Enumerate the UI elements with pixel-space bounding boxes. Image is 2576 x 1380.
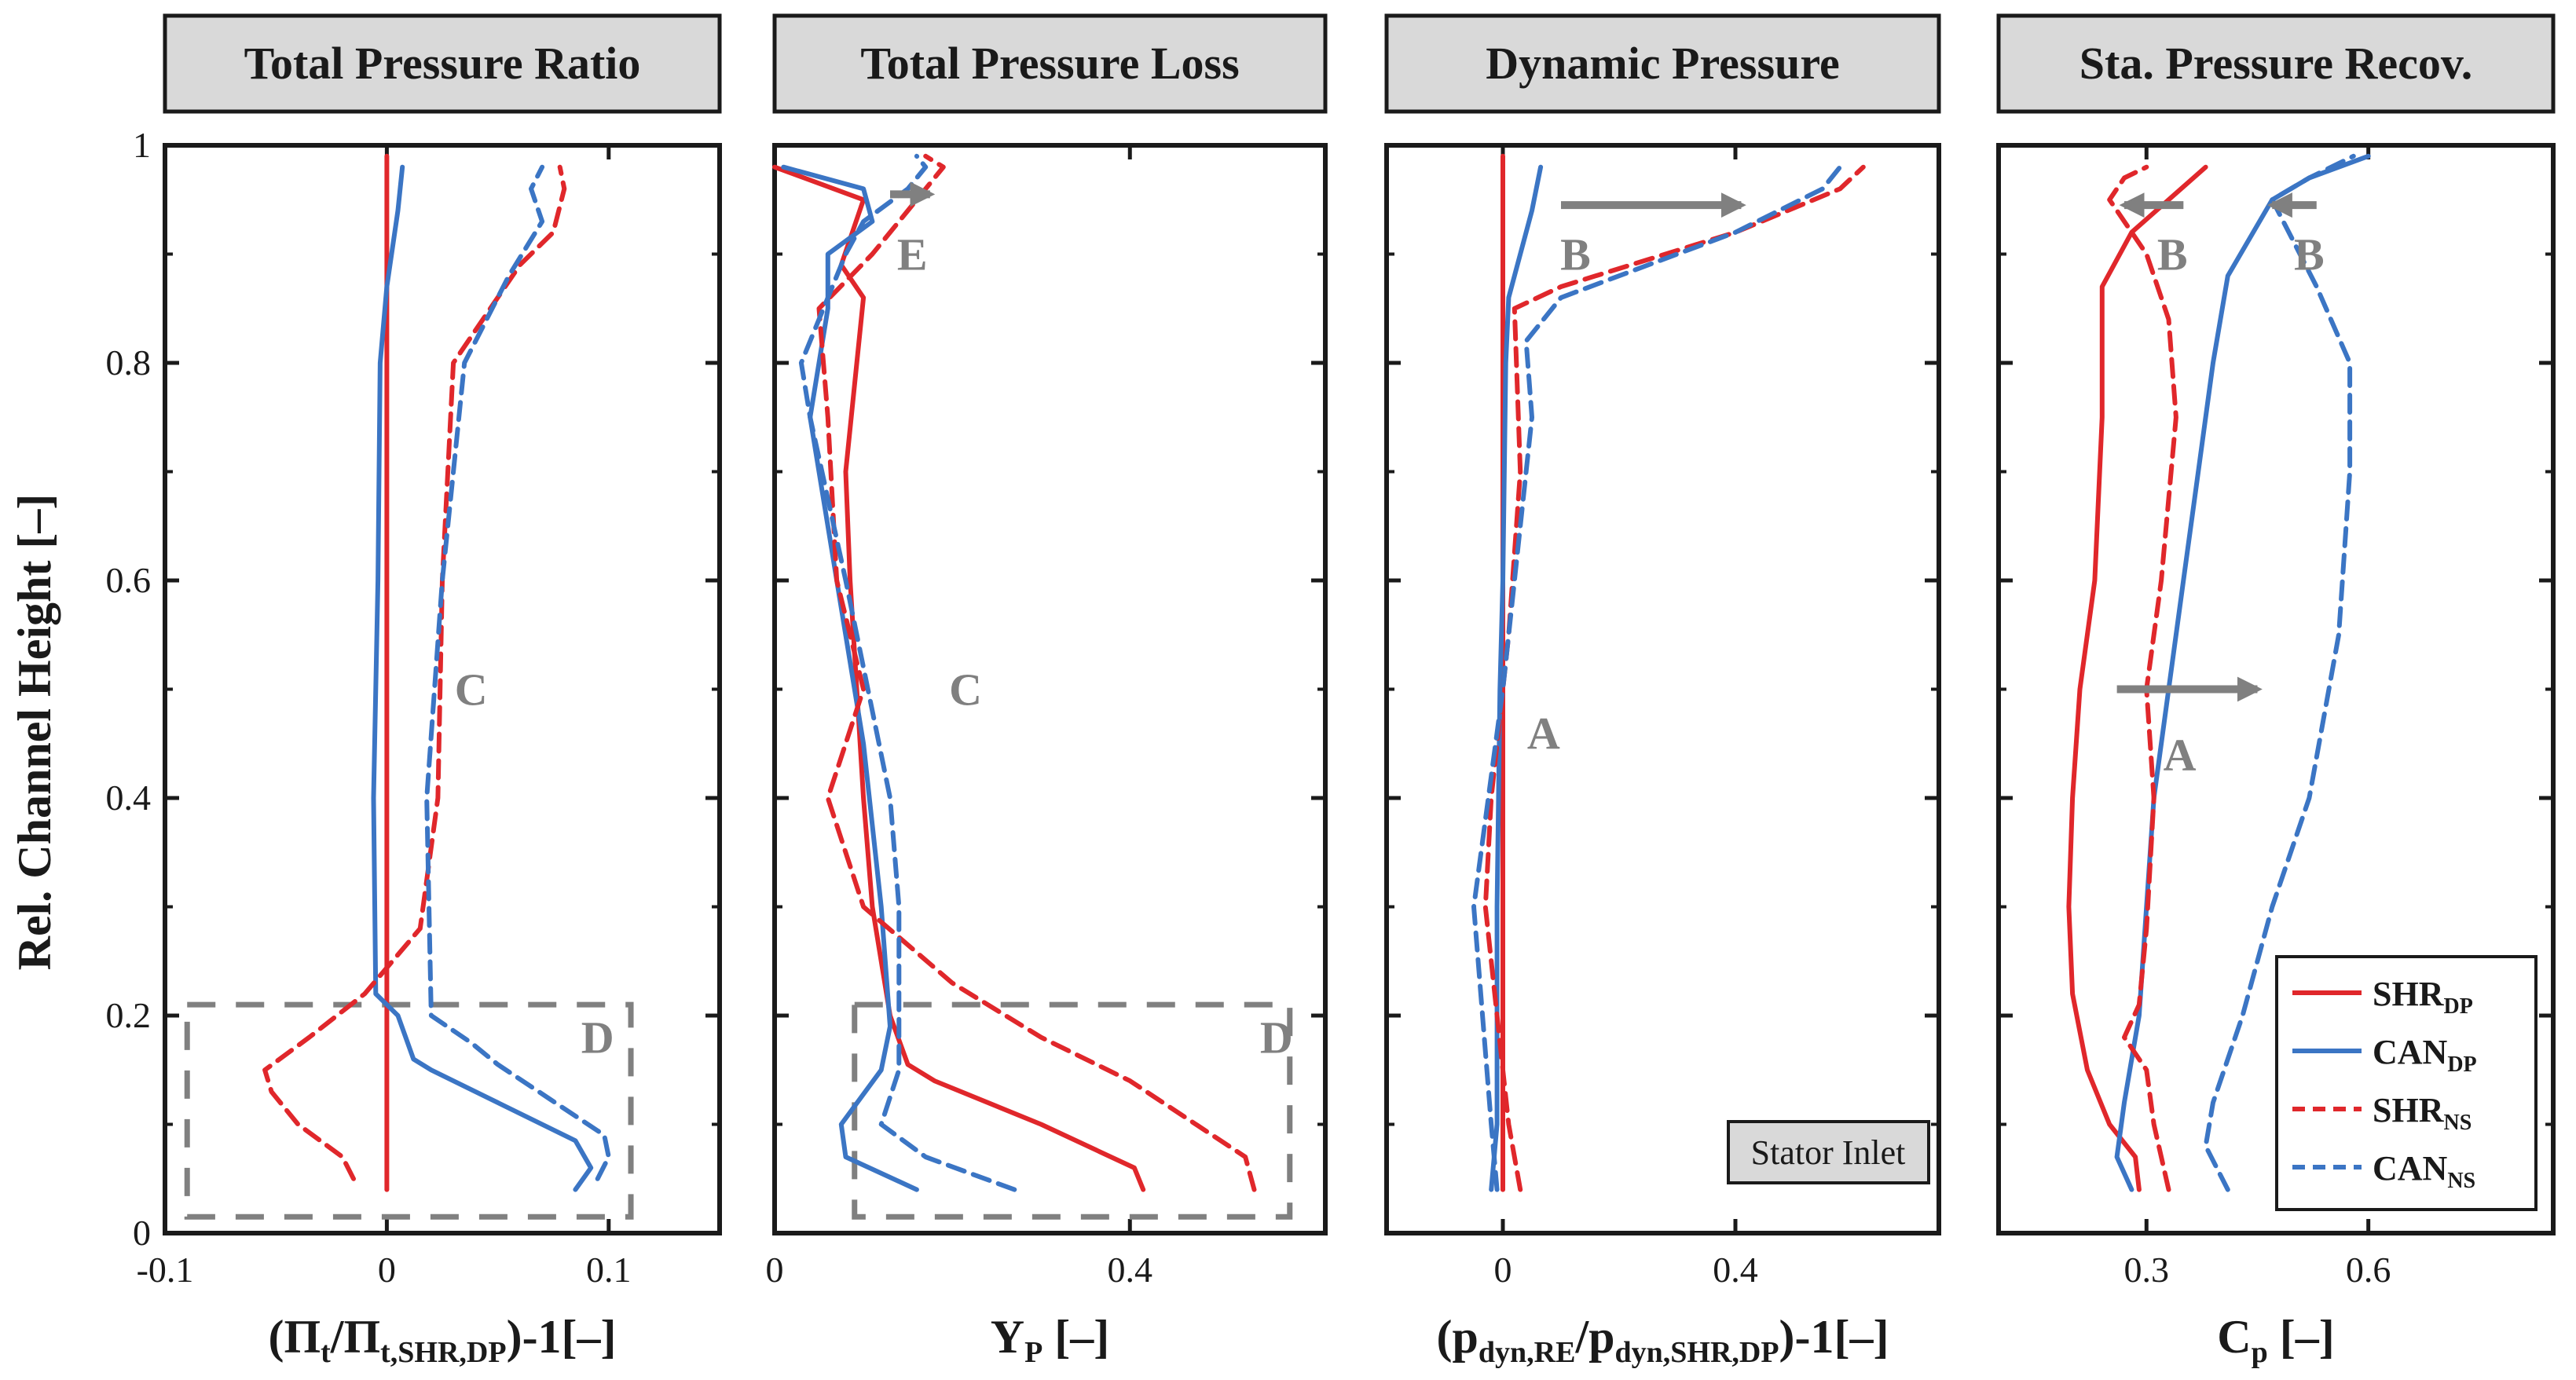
x-axis-label-part: /Π — [330, 1311, 380, 1363]
x-tick-label: 0 — [378, 1250, 396, 1290]
annotation-label: C — [949, 664, 982, 716]
series-line-can-ns — [424, 164, 611, 1181]
series-line-shr-dp — [772, 164, 1146, 1192]
x-tick-label: 0.1 — [586, 1250, 632, 1290]
x-tick-label: 0.3 — [2124, 1250, 2170, 1290]
legend-entry-base: SHR — [2373, 1091, 2445, 1129]
panel-title-box — [1384, 13, 1941, 114]
annotation-label: B — [2157, 229, 2188, 280]
x-axis-label-part: [–] — [2268, 1311, 2335, 1363]
panel-title-box — [772, 13, 1328, 114]
y-tick-label: 0.6 — [106, 560, 152, 600]
x-axis-label-subscript: dyn,RE — [1479, 1336, 1576, 1369]
x-axis-label-subscript: P — [1024, 1336, 1042, 1369]
y-tick-label: 0 — [133, 1213, 151, 1253]
stator-inlet-box — [1727, 1120, 1930, 1184]
x-axis-label-subscript: p — [2252, 1336, 2268, 1369]
x-tick-label: 0.6 — [2346, 1250, 2391, 1290]
panel-title: Total Pressure Ratio — [244, 38, 641, 89]
series-line-can-dp — [781, 164, 919, 1192]
y-tick-label: 0.4 — [106, 778, 152, 818]
y-tick-label: 0.2 — [106, 995, 152, 1035]
series-line-can-dp — [371, 164, 594, 1192]
x-axis-label: (Πt/Πt,SHR,DP)-1[–] — [268, 1311, 616, 1369]
series-line-can-dp — [2114, 153, 2371, 1192]
panel-title: Dynamic Pressure — [1486, 38, 1840, 89]
x-axis-label: (pdyn,RE/pdyn,SHR,DP)-1[–] — [1437, 1311, 1889, 1369]
y-axis-label: Rel. Channel Height [–] — [9, 494, 60, 971]
legend-entry-subscript: NS — [2447, 1169, 2475, 1193]
legend-entry-subscript: DP — [2447, 1052, 2476, 1077]
annotation-label: C — [455, 664, 488, 716]
panel-3: Dynamic Pressure 0 0.4 (pdyn,RE/pdyn,SHR,DP… — [1384, 13, 1941, 1369]
series-line-can-dp — [1489, 164, 1544, 1192]
legend-entry-base: CAN — [2373, 1033, 2448, 1071]
annotation-label: E — [897, 229, 928, 280]
annotation-label: D — [1260, 1012, 1293, 1063]
region-box — [852, 1001, 1293, 1220]
legend-entry-base: CAN — [2373, 1149, 2448, 1188]
x-axis-label-subscript: dyn,SHR,DP — [1614, 1336, 1779, 1369]
annotation-label: B — [2294, 229, 2325, 280]
panel-title-box — [163, 13, 722, 114]
series-line-shr-dp — [2066, 164, 2208, 1192]
annotation-label: A — [1527, 708, 1560, 759]
x-axis-label-part: Y — [991, 1311, 1024, 1363]
legend-entry: SHRDP — [2373, 975, 2473, 1019]
y-tick-label: 0.8 — [106, 342, 152, 383]
x-axis-label-part: (p — [1437, 1311, 1479, 1363]
legend-entry-subscript: NS — [2443, 1111, 2472, 1135]
series-line-shr-ns — [816, 153, 1257, 1192]
region-box — [184, 1001, 634, 1220]
x-tick-label: 0 — [766, 1250, 784, 1290]
series-line-shr-ns — [262, 164, 567, 1181]
x-tick-label: 0 — [1494, 1250, 1512, 1290]
x-tick-label: 0.4 — [1108, 1250, 1153, 1290]
panel-title: Total Pressure Loss — [860, 38, 1239, 89]
series-line-can-ns — [798, 153, 1017, 1192]
annotation-label: D — [581, 1012, 614, 1063]
axes-frame — [1384, 143, 1941, 1235]
x-axis-label-part: C — [2217, 1311, 2251, 1363]
annotation-label: B — [1560, 229, 1591, 280]
legend-entry: CANDP — [2373, 1033, 2477, 1077]
series-line-shr-ns — [2107, 164, 2178, 1192]
x-axis-label: YP [–] — [991, 1311, 1110, 1369]
legend-entry-base: SHR — [2373, 975, 2445, 1013]
x-axis-label-part: )-1[–] — [1779, 1311, 1889, 1363]
x-tick-label: 0.4 — [1713, 1250, 1758, 1290]
legend-entry-subscript: DP — [2443, 994, 2472, 1019]
x-axis-label-part: )-1[–] — [507, 1311, 617, 1363]
y-tick-label: 1 — [133, 125, 151, 165]
x-axis-label-part: (Π — [268, 1311, 321, 1363]
panel-title-box — [1996, 13, 2556, 114]
x-axis-label-subscript: t — [321, 1336, 331, 1369]
stator-inlet-label: Stator Inlet — [1751, 1133, 1906, 1172]
panel-2: Total Pressure Loss 0 0.4 YP [–] C D E — [766, 13, 1328, 1369]
panel-4: Sta. Pressure Recov. 0.3 0.6 Cp [–] A B B — [1996, 13, 2556, 1369]
x-axis-label-part: [–] — [1042, 1311, 1109, 1363]
legend-entry: CANNS — [2373, 1149, 2475, 1193]
legend-entry: SHRNS — [2373, 1091, 2472, 1135]
x-axis-label-part: /p — [1574, 1311, 1614, 1363]
series-line-can-ns — [1471, 164, 1843, 1192]
annotation-label: A — [2164, 730, 2197, 781]
panel-title: Sta. Pressure Recov. — [2079, 38, 2472, 89]
x-axis-label: Cp [–] — [2217, 1311, 2334, 1369]
x-tick-label: -0.1 — [137, 1250, 194, 1290]
x-axis-label-subscript: t,SHR,DP — [380, 1336, 506, 1369]
